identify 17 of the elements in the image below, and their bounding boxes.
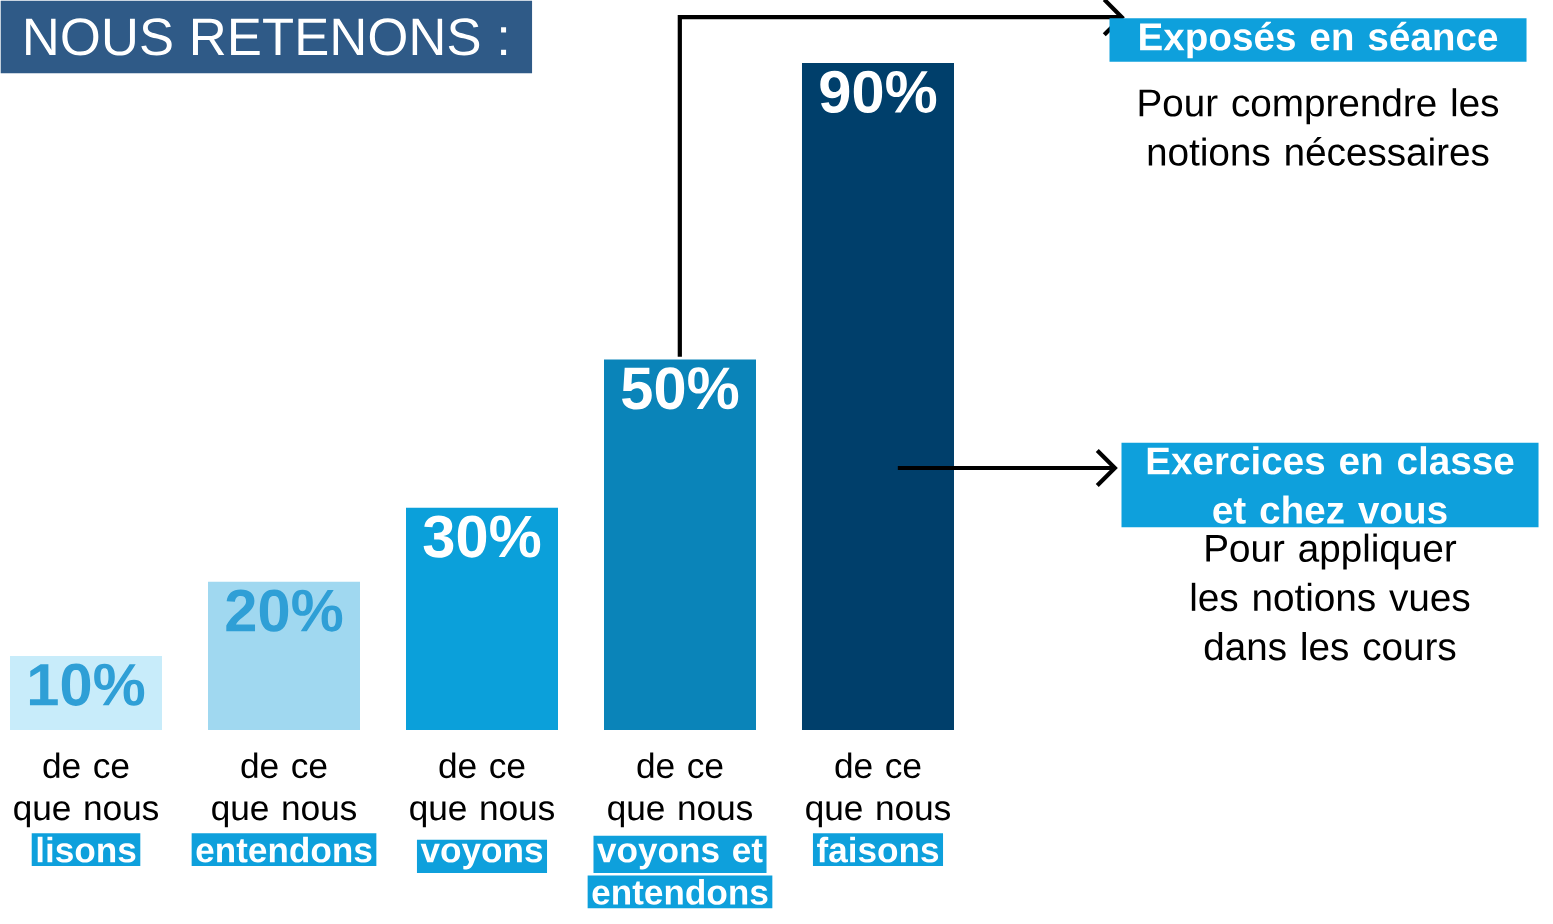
- data-label: 90%: [820, 70, 937, 114]
- bar: [406, 507, 558, 730]
- x-tick-label: de ce que nous faisons: [806, 752, 950, 863]
- text: Pour appliquer les notions vues dans les cours: [1191, 533, 1470, 661]
- text: Pour comprendre les notions nécessaires: [1139, 88, 1499, 166]
- x-tick-label: de ce que nous entendons: [196, 752, 372, 863]
- data-label: 50%: [622, 367, 739, 410]
- bar: [208, 581, 360, 730]
- x-tick-label: de ce que nous lisons: [14, 752, 158, 863]
- text: Exercices en classe et chez vous: [1147, 446, 1514, 524]
- chart-title: NOUS RETENONS :: [26, 18, 507, 56]
- x-tick-label: de ce que nous voyons: [410, 752, 554, 870]
- data-label: 20%: [226, 589, 343, 632]
- text: Exposés en séance: [1140, 21, 1498, 59]
- x-tick-label: de ce que nous voyons et entendons: [592, 752, 768, 905]
- data-label: 10%: [29, 663, 145, 706]
- data-label: 30%: [423, 515, 541, 558]
